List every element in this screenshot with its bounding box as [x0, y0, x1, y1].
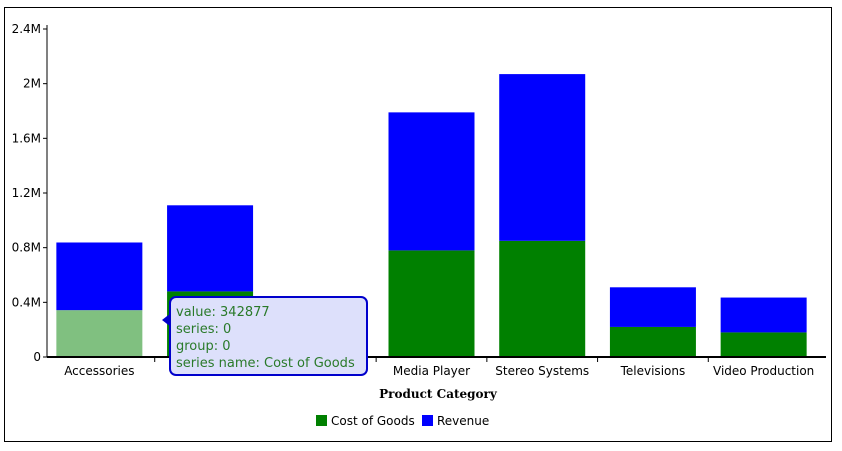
- tooltip: value: 342877 series: 0 group: 0 series nam…: [162, 296, 368, 376]
- legend-swatch: [316, 415, 327, 426]
- tooltip-line: value: 342877: [176, 305, 270, 320]
- bar-revenue: [720, 297, 807, 333]
- bar-revenue: [499, 74, 586, 241]
- y-tick-label: 0: [33, 350, 41, 364]
- bar-revenue: [167, 205, 254, 292]
- legend-swatch: [422, 415, 433, 426]
- y-tick-label: 1.2M: [12, 186, 41, 200]
- x-axis-title: Product Category: [379, 387, 498, 401]
- bar-cost: [388, 250, 475, 357]
- tooltip-box: [169, 296, 368, 376]
- bars-group: [56, 74, 807, 357]
- bar-cost: [56, 310, 143, 357]
- y-axis: 0 0.4M 0.8M 1.2M 1.6M 2M 2.4M: [12, 22, 48, 364]
- tooltip-pointer: [162, 313, 171, 327]
- bar-revenue: [609, 287, 696, 327]
- y-tick-label: 0.8M: [12, 241, 41, 255]
- tooltip-line: group: 0: [176, 339, 231, 354]
- x-axis: Accessories Media Player Stereo Systems Tel…: [47, 356, 826, 378]
- x-tick-label: Stereo Systems: [495, 364, 589, 378]
- x-tick-label: Video Production: [713, 364, 814, 378]
- legend-label: Cost of Goods: [331, 414, 415, 428]
- bar-cost: [720, 332, 807, 357]
- bar-revenue: [388, 112, 475, 251]
- bar-cost: [609, 326, 696, 357]
- legend-label: Revenue: [437, 414, 489, 428]
- y-tick-label: 2.4M: [12, 22, 41, 36]
- tooltip-line: series: 0: [176, 322, 231, 337]
- x-tick-label: Televisions: [620, 364, 686, 378]
- y-tick-label: 0.4M: [12, 295, 41, 309]
- y-tick-label: 1.6M: [12, 131, 41, 145]
- legend: Cost of Goods Revenue: [316, 414, 489, 428]
- x-tick-label: Accessories: [64, 364, 134, 378]
- bar-revenue: [56, 242, 143, 311]
- tooltip-line: series name: Cost of Goods: [176, 356, 355, 371]
- bar-cost: [499, 240, 586, 357]
- y-tick-label: 2M: [23, 77, 41, 91]
- x-tick-label: Media Player: [393, 364, 470, 378]
